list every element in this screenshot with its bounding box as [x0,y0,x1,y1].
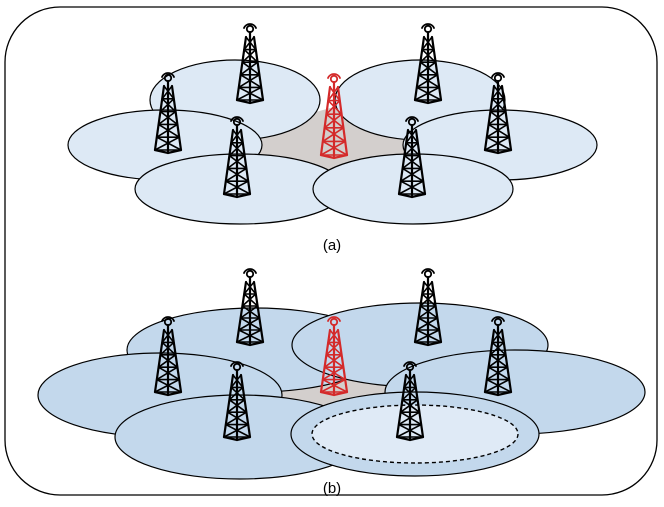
cell-tower-icon [483,72,513,155]
cell-tower-icon [235,23,265,105]
cell-tower-icon [483,316,513,397]
cell-tower-icon [222,361,252,442]
cell-tower-icon [395,361,425,442]
cell-tower-icon [413,23,443,105]
caption-b: (b) [322,480,342,497]
cell-tower-icon [153,316,183,397]
cell-tower-icon [222,116,252,199]
caption-a: (a) [322,237,342,254]
cell-tower-icon [397,116,427,199]
cell-tower-icon [235,268,265,347]
cell-tower-icon [413,268,443,347]
frame [4,6,658,496]
cell-tower-highlight-icon [319,73,349,160]
cell-tower-icon [153,72,183,155]
shrunk-cell-inner [311,404,519,464]
cell-tower-highlight-icon [319,316,349,397]
